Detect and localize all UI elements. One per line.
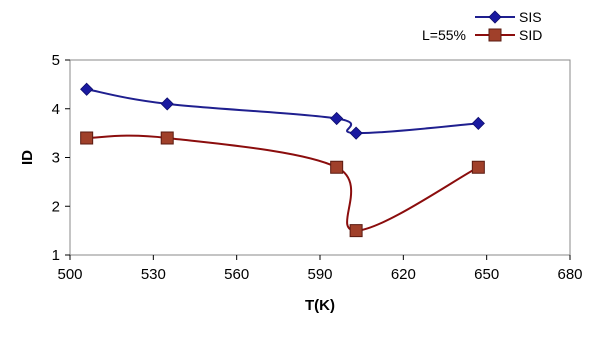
legend-marker-sis (488, 10, 502, 24)
data-point-sis (80, 82, 94, 96)
data-point-sis (330, 111, 344, 126)
plot-area (69, 59, 571, 256)
x-tick-label: 530 (141, 266, 166, 283)
legend: SIS SID (475, 9, 542, 43)
data-point-sid (349, 224, 363, 238)
series-sid (80, 131, 485, 238)
y-axis-ticks: 1 2 3 4 5 (52, 52, 70, 264)
y-tick-label: 4 (52, 101, 60, 118)
series-sis (80, 82, 485, 140)
x-tick-label: 650 (474, 266, 499, 283)
legend-marker-sid (488, 28, 502, 42)
data-point-sis (471, 116, 485, 130)
x-tick-label: 620 (391, 266, 416, 283)
x-tick-label: 680 (557, 266, 582, 283)
y-tick-label: 2 (52, 198, 60, 215)
y-tick-label: 5 (52, 52, 60, 69)
x-tick-label: 500 (57, 266, 82, 283)
y-tick-label: 1 (52, 247, 60, 264)
data-point-sid (80, 131, 94, 145)
data-point-sid (160, 131, 174, 145)
data-point-sis (160, 97, 174, 111)
y-axis-title: ID (19, 150, 36, 165)
data-point-sid (471, 160, 485, 174)
legend-label-sid: SID (519, 27, 542, 43)
x-tick-label: 590 (307, 266, 332, 283)
x-axis-title: T(K) (305, 297, 335, 314)
y-tick-label: 3 (52, 150, 60, 167)
data-point-sis (349, 126, 363, 140)
data-point-sid (330, 160, 344, 174)
legend-label-sis: SIS (519, 9, 542, 25)
annotation-label: L=55% (422, 27, 466, 43)
x-tick-label: 560 (224, 266, 249, 283)
series-layer (80, 82, 485, 238)
x-axis-ticks: 500 530 560 590 620 650 680 (57, 255, 583, 283)
